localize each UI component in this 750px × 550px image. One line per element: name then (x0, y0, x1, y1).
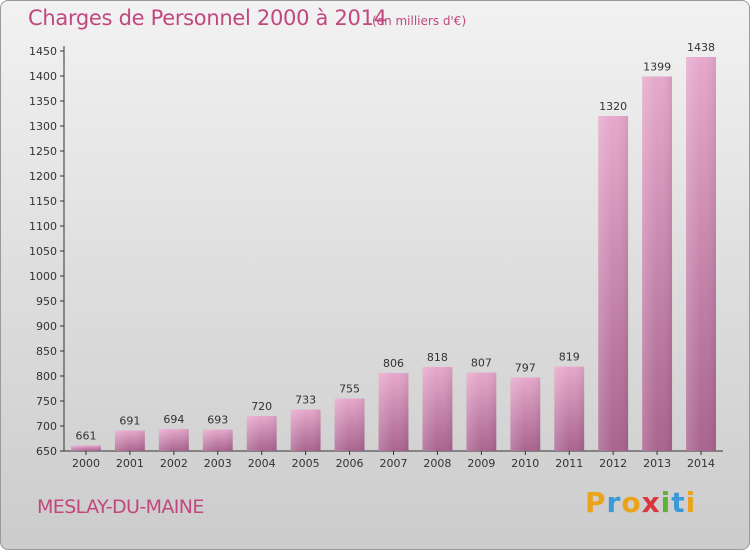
logo-letter: P (585, 486, 607, 519)
bar-shine (510, 377, 541, 451)
x-tick-label: 2002 (160, 457, 188, 470)
x-tick-label: 2012 (599, 457, 627, 470)
bar-shine (466, 372, 497, 451)
value-label: 818 (427, 351, 448, 364)
y-tick-label: 1250 (29, 145, 57, 158)
y-tick-label: 700 (36, 420, 57, 433)
bar-shine (422, 367, 453, 451)
logo-letter: x (641, 486, 661, 519)
value-label: 691 (119, 415, 140, 428)
value-label: 755 (339, 383, 360, 396)
x-tick-label: 2010 (511, 457, 539, 470)
bar-shine (71, 445, 101, 451)
x-tick-label: 2008 (423, 457, 451, 470)
y-tick-label: 900 (36, 320, 57, 333)
bar-shine (290, 409, 321, 451)
logo-letter: r (606, 486, 622, 519)
value-label: 661 (75, 430, 96, 443)
y-tick-label: 800 (36, 370, 57, 383)
x-tick-label: 2013 (643, 457, 671, 470)
value-label: 806 (383, 357, 404, 370)
y-tick-label: 750 (36, 395, 57, 408)
value-label: 1399 (643, 61, 671, 74)
logo-letter: o (621, 486, 642, 519)
y-tick-label: 1000 (29, 270, 57, 283)
value-label: 1320 (599, 100, 627, 113)
x-tick-label: 2011 (555, 457, 583, 470)
y-tick-label: 1300 (29, 120, 57, 133)
x-tick-label: 2001 (116, 457, 144, 470)
bar-shine (114, 430, 145, 451)
logo-letter: i (660, 486, 672, 519)
y-tick-label: 650 (36, 445, 57, 458)
bar-shine (642, 76, 673, 451)
x-tick-label: 2004 (248, 457, 276, 470)
value-label: 694 (163, 413, 184, 426)
y-tick-label: 1100 (29, 220, 57, 233)
y-tick-label: 1400 (29, 70, 57, 83)
x-tick-label: 2003 (204, 457, 232, 470)
proxiti-logo: Proxiti (585, 486, 696, 519)
value-label: 693 (207, 414, 228, 427)
labels-group: 2000 661 2001 691 2002 694 2003 693 2004 720 2005 7… (72, 41, 715, 470)
y-tick-label: 1150 (29, 195, 57, 208)
bar-shine (334, 398, 365, 451)
x-tick-label: 2009 (467, 457, 495, 470)
value-label: 1438 (687, 41, 715, 54)
y-tick-label: 950 (36, 295, 57, 308)
bar-shine (598, 116, 629, 451)
value-label: 797 (515, 362, 536, 375)
axes: 650 700 750 800 850 900 950 1000 1050 1100 1150 120… (29, 45, 723, 458)
y-tick-label: 850 (36, 345, 57, 358)
y-tick-label: 1450 (29, 45, 57, 58)
value-label: 819 (559, 351, 580, 364)
commune-name: MESLAY-DU-MAINE (37, 496, 204, 518)
y-tick-label: 1050 (29, 245, 57, 258)
bar-shine (554, 366, 585, 451)
value-label: 807 (471, 357, 492, 370)
bars-group (71, 57, 716, 451)
value-label: 720 (251, 400, 272, 413)
x-tick-label: 2000 (72, 457, 100, 470)
x-tick-label: 2005 (292, 457, 320, 470)
x-tick-label: 2007 (380, 457, 408, 470)
logo-letter: t (671, 486, 686, 519)
y-tick-label: 1200 (29, 170, 57, 183)
logo-letter: i (685, 486, 697, 519)
bar-shine (378, 373, 409, 451)
chart-title: Charges de Personnel 2000 à 2014 (28, 6, 387, 30)
chart-unit: (en milliers d'€) (372, 14, 467, 28)
value-label: 733 (295, 394, 316, 407)
bar-shine (246, 416, 277, 451)
bar-shine (202, 429, 233, 451)
bar-shine (158, 429, 189, 451)
y-tick-label: 1350 (29, 95, 57, 108)
x-tick-label: 2006 (336, 457, 364, 470)
x-tick-label: 2014 (687, 457, 715, 470)
bar-shine (686, 57, 716, 451)
